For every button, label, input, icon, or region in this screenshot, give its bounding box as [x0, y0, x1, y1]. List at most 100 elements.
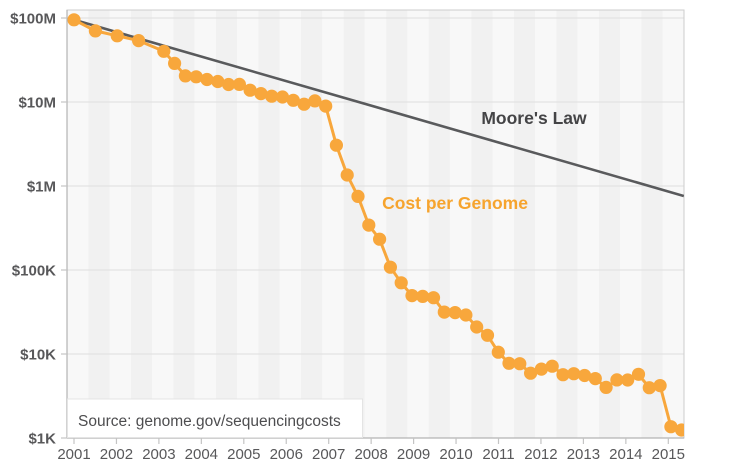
data-point: [189, 70, 203, 84]
x-axis-label: 2010: [439, 446, 472, 463]
data-point: [168, 56, 182, 70]
data-point: [545, 359, 559, 373]
data-point: [394, 276, 408, 290]
background-stripe: [492, 10, 514, 438]
data-point: [373, 232, 387, 246]
data-point: [200, 72, 214, 87]
data-point: [664, 420, 678, 434]
data-point: [556, 368, 570, 382]
background-stripe: [109, 10, 131, 438]
data-point: [588, 372, 602, 386]
data-point: [599, 380, 613, 394]
x-axis-ticks: [73, 438, 669, 444]
data-point: [416, 289, 430, 303]
background-stripe: [215, 10, 238, 438]
background-stripe: [237, 10, 259, 438]
moores-law-segment: [73, 18, 684, 198]
background-stripe: [279, 10, 302, 438]
data-point: [211, 74, 225, 89]
background-stripe: [258, 10, 280, 438]
data-point: [513, 357, 527, 371]
background-stripe: [152, 10, 174, 438]
data-point: [524, 366, 538, 380]
x-axis-label: 2001: [57, 446, 90, 463]
y-axis-labels: $100M $10M $1M $100K $10K $1K: [10, 11, 56, 448]
data-point: [178, 69, 192, 83]
x-axis-label: 2002: [100, 446, 133, 463]
data-point: [254, 87, 268, 101]
cost-per-genome-series: [67, 13, 684, 437]
data-point: [610, 373, 624, 387]
x-axis-label: 2009: [397, 446, 430, 463]
background-stripe: [173, 10, 195, 438]
background-stripe: [428, 10, 450, 438]
data-point: [329, 138, 343, 152]
data-point: [319, 99, 333, 113]
background-stripe: [535, 10, 557, 438]
data-point: [362, 218, 376, 232]
moores-law-line: [73, 18, 684, 198]
y-axis-ticks: [61, 17, 67, 439]
y-axis-label: $1M: [27, 179, 56, 196]
data-point: [157, 44, 171, 58]
x-axis-label: 2006: [270, 446, 303, 463]
background-stripe: [641, 10, 663, 438]
background-stripe: [364, 10, 387, 438]
x-axis-label: 2012: [524, 446, 557, 463]
data-point: [275, 90, 290, 104]
data-point: [502, 356, 516, 370]
cost-per-genome-label: Cost per Genome: [382, 193, 528, 213]
x-axis-label: 2011: [482, 446, 514, 463]
background-stripe: [386, 10, 408, 438]
source-text: Source: genome.gov/sequencingcosts: [78, 413, 341, 430]
data-point: [286, 93, 300, 107]
data-point: [567, 367, 581, 381]
x-axis-label: 2008: [354, 446, 387, 463]
x-axis-label: 2004: [185, 446, 218, 463]
x-axis-label: 2007: [312, 446, 345, 463]
data-point: [222, 77, 236, 92]
background-stripe: [598, 10, 621, 438]
background-stripe: [449, 10, 472, 438]
background-stripe: [130, 10, 153, 438]
x-axis-label: 2015: [652, 446, 685, 463]
x-axis-label: 2005: [227, 446, 260, 463]
background-stripes: [67, 10, 684, 438]
data-point: [426, 291, 441, 305]
y-axis-label: $1K: [28, 431, 56, 448]
data-point: [383, 260, 397, 274]
data-point: [297, 97, 311, 111]
data-point: [88, 24, 102, 38]
background-stripe: [322, 10, 344, 438]
background-stripe: [662, 10, 684, 438]
data-point: [459, 308, 473, 322]
y-axis-label: $100K: [12, 263, 56, 280]
y-axis-label: $10K: [20, 347, 56, 364]
source-box: [67, 398, 363, 438]
background-stripe: [301, 10, 323, 438]
data-point: [340, 168, 354, 182]
data-point: [405, 289, 419, 303]
background-stripe: [88, 10, 110, 438]
x-axis-label: 2013: [567, 446, 600, 463]
data-point: [448, 306, 462, 320]
background-stripe: [67, 10, 89, 438]
data-point: [470, 320, 484, 334]
background-stripe: [471, 10, 493, 438]
data-point: [308, 94, 322, 108]
data-point: [67, 13, 81, 27]
background-stripe: [620, 10, 642, 438]
background-stripe: [513, 10, 536, 438]
data-point: [534, 362, 549, 376]
x-axis-label: 2003: [142, 446, 175, 463]
data-point: [631, 367, 646, 381]
data-point: [132, 34, 146, 48]
data-point: [675, 423, 684, 437]
background-stripe: [556, 10, 578, 438]
data-point: [351, 189, 365, 203]
data-point: [480, 328, 495, 342]
background-stripe: [407, 10, 429, 438]
data-point: [232, 77, 246, 91]
